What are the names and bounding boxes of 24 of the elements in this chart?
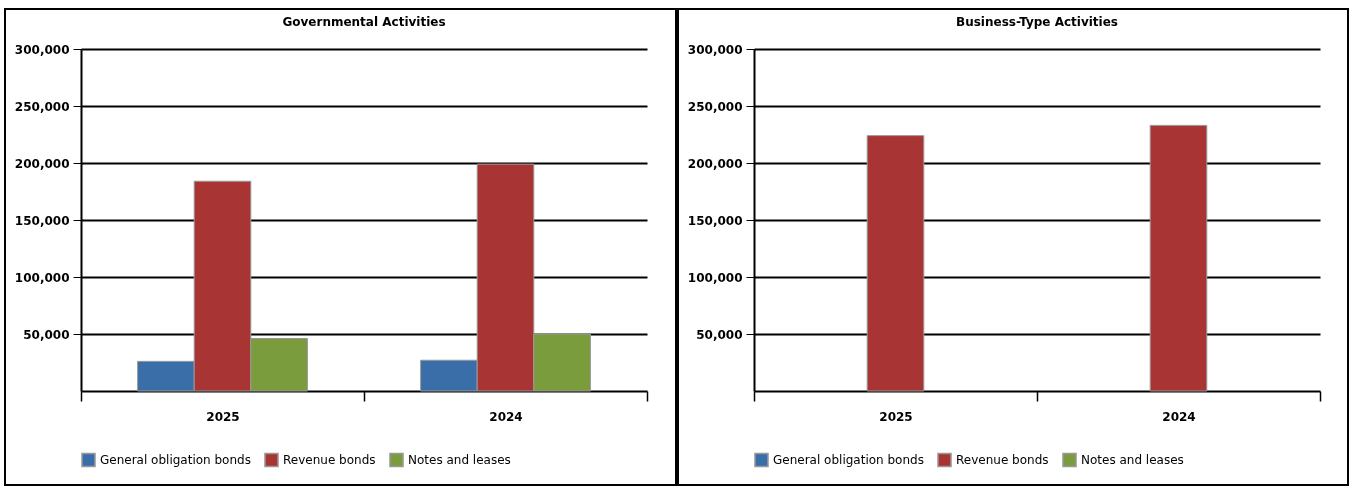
y-tick-label: 100,000 [687, 270, 742, 285]
y-tick-label: 50,000 [23, 327, 70, 342]
x-tick-label: 2024 [1161, 409, 1196, 424]
chart-title: Business-Type Activities [955, 15, 1118, 29]
y-tick-label: 300,000 [14, 42, 70, 57]
y-tick-label: 50,000 [695, 327, 742, 342]
y-tick-label: 100,000 [14, 270, 70, 285]
x-tick-label: 2025 [878, 409, 913, 424]
legend-label: Revenue bonds [283, 452, 376, 467]
x-tick-label: 2025 [206, 409, 240, 424]
y-tick-label: 200,000 [14, 156, 70, 171]
legend-label: Revenue bonds [955, 452, 1049, 467]
y-tick-label: 250,000 [687, 99, 742, 114]
y-tick-label: 150,000 [14, 213, 70, 228]
y-tick-label: 300,000 [687, 42, 742, 57]
y-tick-label: 250,000 [14, 99, 70, 114]
chart-title: Governmental Activities [282, 15, 446, 29]
x-tick-label: 2024 [489, 409, 523, 424]
legend-label: General obligation bonds [100, 452, 251, 467]
legend-label: Notes and leases [408, 452, 511, 467]
y-tick-label: 150,000 [687, 213, 742, 228]
legend-label: General obligation bonds [772, 452, 924, 467]
y-tick-label: 200,000 [687, 156, 742, 171]
legend-label: Notes and leases [1080, 452, 1184, 467]
